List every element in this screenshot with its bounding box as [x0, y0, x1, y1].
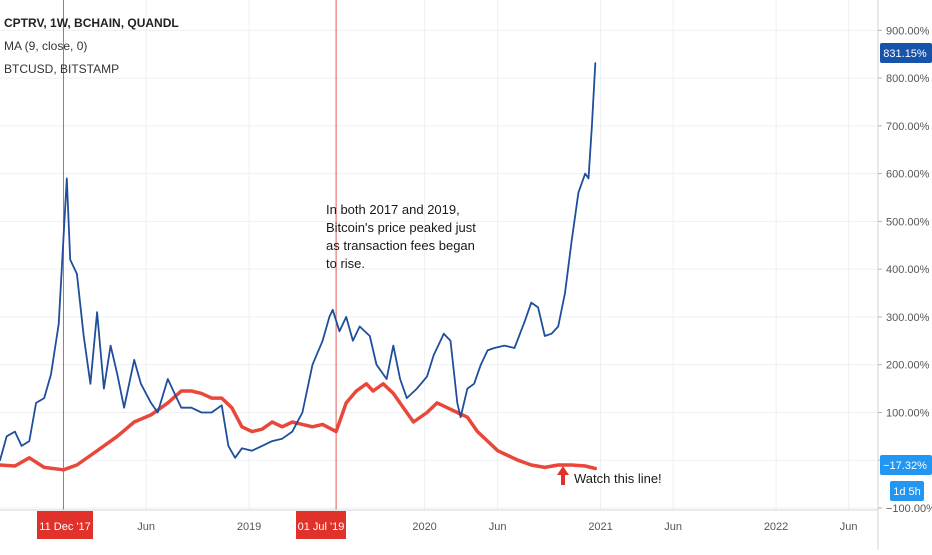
ma-value-badge: −17.32%	[880, 455, 932, 475]
annotation-line-2: Bitcoin's price peaked just	[326, 220, 476, 235]
legend-btc: BTCUSD, BITSTAMP	[4, 62, 120, 76]
countdown-text: 1d 5h	[893, 486, 921, 498]
x-tick-label: Jun	[664, 521, 682, 533]
marker-badge-1-text: 11 Dec '17	[39, 521, 90, 533]
x-tick-label: 2022	[764, 521, 788, 533]
watch-label: Watch this line!	[574, 471, 662, 486]
x-axis: Jun 2019 2020 Jun 2021 Jun 2022 Jun	[137, 521, 857, 533]
marker-badge-2: 01 Jul '19	[296, 511, 346, 539]
y-tick-label: 900.00%	[886, 25, 930, 37]
x-tick-label: Jun	[489, 521, 507, 533]
y-tick-label: 100.00%	[886, 407, 930, 419]
marker-badge-1: 11 Dec '17	[37, 511, 93, 539]
annotation-line-3: as transaction fees began	[326, 238, 475, 253]
y-tick-label: 600.00%	[886, 169, 930, 181]
legend-title: CPTRV, 1W, BCHAIN, QUANDL	[4, 16, 179, 30]
y-tick-label: 500.00%	[886, 216, 930, 228]
legend: CPTRV, 1W, BCHAIN, QUANDL MA (9, close, …	[4, 12, 179, 81]
y-tick-label: 700.00%	[886, 121, 930, 133]
annotation-line-1: In both 2017 and 2019,	[326, 202, 460, 217]
y-tick-label: 400.00%	[886, 264, 930, 276]
y-tick-label: 300.00%	[886, 312, 930, 324]
annotation-line-4: to rise.	[326, 256, 365, 271]
x-tick-label: 2020	[412, 521, 436, 533]
annotation-text: In both 2017 and 2019, Bitcoin's price p…	[326, 202, 476, 271]
series-line-btc	[0, 62, 597, 462]
x-tick-label: Jun	[137, 521, 155, 533]
x-tick-label: 2019	[237, 521, 261, 533]
grid	[0, 0, 878, 510]
series	[0, 62, 598, 472]
last-value-badge: 831.15%	[880, 43, 932, 63]
up-arrow-icon	[557, 466, 569, 485]
ma-value-text: −17.32%	[883, 460, 927, 472]
countdown-badge: 1d 5h	[890, 481, 924, 501]
last-value-text: 831.15%	[883, 48, 927, 60]
series-line-ma	[0, 382, 598, 472]
y-tick-label: 800.00%	[886, 73, 930, 85]
y-tick-label: 200.00%	[886, 360, 930, 372]
x-tick-label: 2021	[588, 521, 612, 533]
x-tick-label: Jun	[840, 521, 858, 533]
date-markers	[62, 0, 337, 510]
y-tick-label: −100.00%	[886, 503, 932, 515]
marker-badge-2-text: 01 Jul '19	[298, 521, 345, 533]
watch-annotation: Watch this line!	[557, 466, 662, 486]
legend-ma: MA (9, close, 0)	[4, 39, 88, 53]
